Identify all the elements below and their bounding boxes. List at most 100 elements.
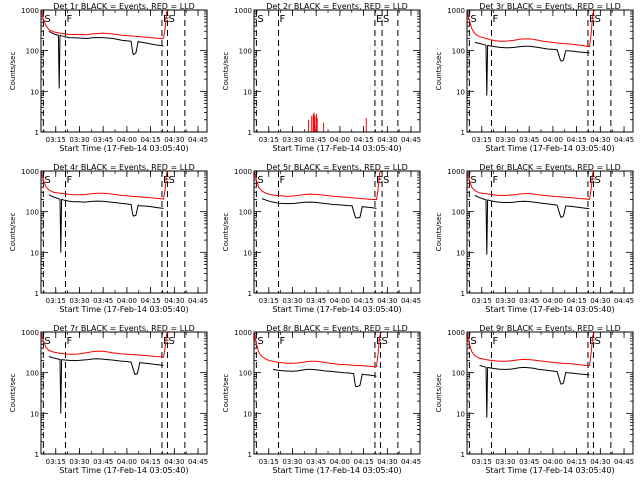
x-tick-label: 04:30 <box>590 458 610 466</box>
marker-label: F <box>67 14 73 25</box>
x-tick-label: 04:30 <box>377 136 397 144</box>
y-tick-label: 10 <box>30 410 39 418</box>
chart-title: Det 2r BLACK = Events, RED = LLD <box>266 2 408 11</box>
chart-title: Det 3r BLACK = Events, RED = LLD <box>479 2 621 11</box>
series-lld-line <box>40 331 169 358</box>
chart-panel-9: Det 9r BLACK = Events, RED = LLD 1 10 100 10… <box>435 324 634 475</box>
y-tick-label: 1 <box>248 129 252 137</box>
x-tick-label: 03:45 <box>306 297 326 305</box>
y-tick-label: 10 <box>243 249 252 257</box>
marker-label: S <box>257 336 263 347</box>
marker-label: S <box>44 175 50 186</box>
marker-label: F <box>280 336 286 347</box>
y-tick-label: 100 <box>239 370 252 378</box>
series-lld-line <box>466 9 595 48</box>
y-tick-label: 100 <box>239 209 252 217</box>
chart-panel-3: Det 3r BLACK = Events, RED = LLD 1 10 100 10… <box>435 2 634 153</box>
y-tick-label: 10 <box>456 410 465 418</box>
plot-frame <box>466 331 634 455</box>
marker-label: F <box>280 175 286 186</box>
x-tick-label: 04:15 <box>141 458 161 466</box>
y-tick-label: 10 <box>30 88 39 96</box>
x-tick-label: 04:45 <box>401 136 421 144</box>
marker-label: F <box>493 336 499 347</box>
plot-frame <box>253 331 421 455</box>
x-tick-label: 04:00 <box>117 136 137 144</box>
y-tick-label: 1 <box>461 129 465 137</box>
y-tick-label: 100 <box>239 48 252 56</box>
marker-label: S <box>257 175 263 186</box>
x-axis-label: Start Time (17-Feb-14 03:05:40) <box>485 466 614 475</box>
series-events-line <box>48 356 164 414</box>
y-tick-label: 1 <box>461 290 465 298</box>
x-tick-label: 03:45 <box>93 136 113 144</box>
x-tick-label: 03:15 <box>259 297 279 305</box>
series-lld-line <box>253 170 382 201</box>
marker-label: S <box>470 175 476 186</box>
y-axis-label: Counts/sec <box>435 213 443 252</box>
x-tick-label: 03:45 <box>519 297 539 305</box>
x-tick-label: 03:15 <box>472 297 492 305</box>
marker-label: S <box>594 14 600 25</box>
y-axis-label: Counts/sec <box>435 52 443 91</box>
plot-frame <box>253 9 421 133</box>
series-events-line <box>48 30 164 89</box>
x-tick-label: 04:00 <box>543 458 563 466</box>
x-tick-label: 03:15 <box>46 136 66 144</box>
x-tick-label: 04:45 <box>188 297 208 305</box>
x-tick-label: 04:30 <box>164 458 184 466</box>
x-tick-label: 03:15 <box>472 136 492 144</box>
marker-label: S <box>383 14 389 25</box>
x-tick-label: 03:15 <box>46 458 66 466</box>
x-axis-label: Start Time (17-Feb-14 03:05:40) <box>272 466 401 475</box>
chart-title: Det 7r BLACK = Events, RED = LLD <box>53 324 195 333</box>
y-tick-label: 1000 <box>21 329 39 337</box>
x-tick-label: 04:30 <box>590 136 610 144</box>
x-tick-label: 03:30 <box>69 297 89 305</box>
x-tick-label: 03:15 <box>259 458 279 466</box>
y-tick-label: 1 <box>248 290 252 298</box>
series-events-line <box>272 368 377 388</box>
marker-label: S <box>168 336 174 347</box>
chart-panel-5: Det 5r BLACK = Events, RED = LLD 1 10 100 10… <box>222 163 421 314</box>
y-tick-label: 100 <box>452 370 465 378</box>
y-tick-label: 10 <box>456 88 465 96</box>
x-tick-label: 03:30 <box>495 297 515 305</box>
y-tick-label: 10 <box>30 249 39 257</box>
y-tick-label: 10 <box>243 88 252 96</box>
x-axis-label: Start Time (17-Feb-14 03:05:40) <box>59 466 188 475</box>
x-tick-label: 03:45 <box>93 297 113 305</box>
marker-label: S <box>44 336 50 347</box>
series-events-line <box>474 41 590 96</box>
marker-label: S <box>470 14 476 25</box>
x-tick-label: 04:45 <box>614 297 634 305</box>
x-tick-label: 04:15 <box>141 297 161 305</box>
marker-label: F <box>280 14 286 25</box>
x-tick-label: 03:15 <box>259 136 279 144</box>
x-tick-label: 03:30 <box>282 458 302 466</box>
marker-label: S <box>168 14 174 25</box>
x-tick-label: 04:15 <box>354 136 374 144</box>
marker-label: S <box>594 336 600 347</box>
x-tick-label: 04:00 <box>330 458 350 466</box>
chart-panel-1: Det 1r BLACK = Events, RED = LLD 1 10 100 10… <box>9 2 208 153</box>
x-axis-label: Start Time (17-Feb-14 03:05:40) <box>485 144 614 153</box>
x-axis-label: Start Time (17-Feb-14 03:05:40) <box>272 305 401 314</box>
y-tick-label: 1000 <box>447 168 465 176</box>
x-tick-label: 04:30 <box>377 297 397 305</box>
x-tick-label: 03:30 <box>69 136 89 144</box>
y-axis-label: Counts/sec <box>9 374 17 413</box>
marker-label: S <box>44 14 50 25</box>
x-axis-label: Start Time (17-Feb-14 03:05:40) <box>272 144 401 153</box>
y-tick-label: 1 <box>461 451 465 459</box>
x-tick-label: 03:30 <box>282 136 302 144</box>
y-tick-label: 10 <box>456 249 465 257</box>
x-tick-label: 04:45 <box>614 458 634 466</box>
marker-label: F <box>493 175 499 186</box>
series-lld-line <box>40 170 169 200</box>
x-tick-label: 04:15 <box>354 297 374 305</box>
y-tick-label: 1000 <box>234 168 252 176</box>
x-tick-label: 03:45 <box>93 458 113 466</box>
series-events-line <box>474 195 590 255</box>
x-tick-label: 04:15 <box>567 458 587 466</box>
